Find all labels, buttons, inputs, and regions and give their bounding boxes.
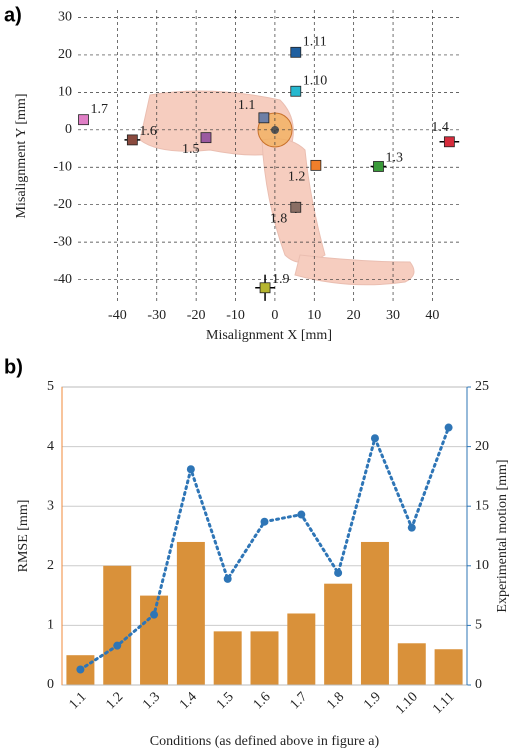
point-label: 1.4 bbox=[431, 120, 449, 135]
line-point bbox=[444, 423, 453, 432]
point-label: 1.3 bbox=[385, 151, 403, 166]
y-tick-label: 1 bbox=[47, 618, 54, 633]
line-point bbox=[297, 510, 306, 519]
y-tick-label: 4 bbox=[47, 439, 54, 454]
bar bbox=[324, 583, 353, 685]
x-tick-label: -10 bbox=[226, 308, 245, 323]
line-point bbox=[370, 434, 379, 443]
line-point bbox=[334, 568, 343, 577]
y-tick-label: 3 bbox=[47, 498, 54, 513]
line-point bbox=[186, 465, 195, 474]
x-tick-label: 1.5 bbox=[214, 689, 237, 712]
point-label: 1.7 bbox=[91, 102, 109, 117]
x-tick-label: -30 bbox=[147, 308, 166, 323]
point-label: 1.8 bbox=[270, 212, 288, 227]
line-point bbox=[260, 517, 269, 526]
x-tick-label: -40 bbox=[108, 308, 127, 323]
line-point bbox=[113, 641, 122, 650]
x-tick-label: 1.11 bbox=[430, 689, 458, 717]
point bbox=[373, 161, 384, 172]
point bbox=[290, 201, 302, 213]
point bbox=[200, 132, 212, 144]
point-label: 1.5 bbox=[182, 142, 200, 157]
x-tick-label: 1.4 bbox=[177, 689, 200, 712]
y-tick-label: 30 bbox=[58, 10, 72, 25]
y2-tick-label: 0 bbox=[475, 677, 482, 692]
foot bbox=[294, 254, 415, 286]
x-tick-label: 1.9 bbox=[361, 689, 384, 712]
line-point bbox=[76, 665, 85, 674]
y-tick-label: -20 bbox=[53, 197, 72, 212]
bar bbox=[176, 541, 205, 685]
panel-label: a) bbox=[4, 4, 22, 26]
y2-tick-label: 15 bbox=[475, 498, 489, 513]
y2-axis-label: Experimental motion [mm] bbox=[495, 459, 510, 612]
x-tick-label: 20 bbox=[347, 308, 361, 323]
bar bbox=[213, 631, 242, 685]
x-tick-label: 30 bbox=[386, 308, 400, 323]
x-tick-label: -20 bbox=[187, 308, 206, 323]
point bbox=[258, 112, 270, 124]
point bbox=[290, 85, 302, 97]
point bbox=[290, 46, 302, 58]
x-tick-label: 1.10 bbox=[393, 689, 421, 717]
y-tick-label: 0 bbox=[65, 122, 72, 137]
y-tick-label: 20 bbox=[58, 47, 72, 62]
y-tick-label: 0 bbox=[47, 677, 54, 692]
y-tick-label: 10 bbox=[58, 85, 72, 100]
panel-label: b) bbox=[4, 356, 23, 378]
x-tick-label: 40 bbox=[425, 308, 439, 323]
x-tick-label: 1.6 bbox=[251, 689, 274, 712]
point-label: 1.10 bbox=[303, 73, 328, 88]
point-label: 1.1 bbox=[238, 98, 256, 113]
x-tick-label: 1.1 bbox=[67, 689, 90, 712]
line-point bbox=[407, 523, 416, 532]
point bbox=[126, 134, 138, 146]
point bbox=[78, 114, 89, 126]
y2-tick-label: 20 bbox=[475, 439, 489, 454]
y-axis-label: Misalignment Y [mm] bbox=[14, 94, 29, 219]
line-point bbox=[150, 610, 159, 619]
y2-tick-label: 10 bbox=[475, 558, 489, 573]
x-tick-label: 1.3 bbox=[140, 689, 163, 712]
y-tick-label: 2 bbox=[47, 558, 54, 573]
y-tick-label: -10 bbox=[53, 159, 72, 174]
leg-illustration bbox=[139, 90, 415, 286]
y2-tick-label: 5 bbox=[475, 618, 482, 633]
bar bbox=[287, 613, 316, 685]
bar bbox=[360, 541, 389, 685]
y2-tick-label: 25 bbox=[475, 379, 489, 394]
y-tick-label: -40 bbox=[53, 272, 72, 287]
shank bbox=[261, 138, 326, 263]
point-label: 1.9 bbox=[272, 272, 290, 287]
point bbox=[443, 136, 455, 148]
y-tick-label: -30 bbox=[53, 234, 72, 249]
x-axis-label: Conditions (as defined above in figure a… bbox=[150, 734, 380, 749]
point-label: 1.2 bbox=[288, 170, 306, 185]
bar bbox=[103, 565, 132, 685]
point bbox=[310, 159, 322, 171]
bar bbox=[250, 631, 279, 685]
y-tick-label: 5 bbox=[47, 379, 54, 394]
point-label: 1.6 bbox=[139, 124, 157, 139]
line-point bbox=[223, 574, 232, 583]
x-tick-label: 10 bbox=[307, 308, 321, 323]
x-tick-label: 1.7 bbox=[287, 689, 310, 712]
point bbox=[259, 282, 271, 294]
y-axis-label: RMSE [mm] bbox=[16, 500, 31, 573]
x-tick-label: 1.2 bbox=[103, 689, 126, 712]
x-axis-label: Misalignment X [mm] bbox=[206, 328, 332, 343]
x-tick-label: 0 bbox=[271, 308, 278, 323]
bar bbox=[397, 643, 426, 685]
bar bbox=[434, 649, 463, 685]
point-label: 1.11 bbox=[303, 35, 327, 50]
x-tick-label: 1.8 bbox=[324, 689, 347, 712]
